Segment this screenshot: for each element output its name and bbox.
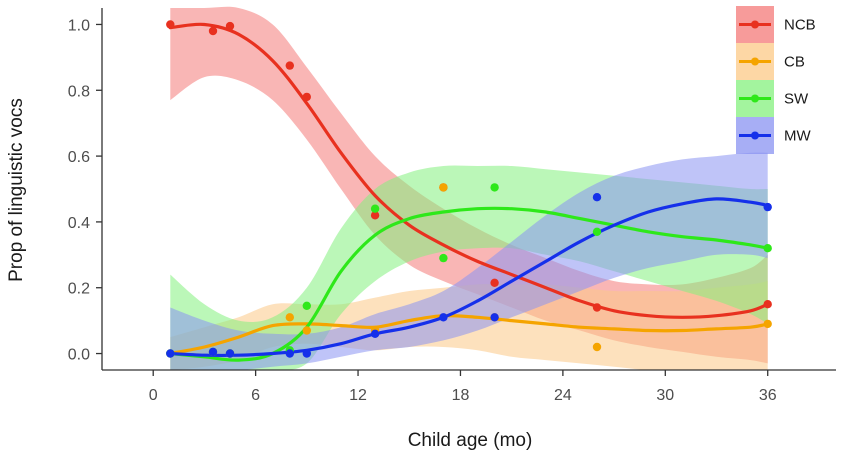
y-tick-label-0: 0.0 [68,347,90,364]
legend-dot-sw [751,94,759,103]
legend-label-sw: SW [784,91,809,108]
x-tick-label-5: 30 [656,387,674,404]
x-tick-label-6: 36 [759,387,777,404]
legend-dot-ncb [751,20,759,29]
curve-ncb [168,22,770,319]
y-tick-label-1: 0.2 [68,281,90,298]
point-sw-4 [302,301,311,310]
x-axis-title: Child age (mo) [408,430,533,451]
point-cb-4 [302,326,311,335]
y-tick-label-2: 0.4 [68,215,90,232]
legend: NCB CB SW MW [736,6,816,154]
point-mw-1 [208,347,218,357]
point-cb-3 [285,313,294,322]
point-mw-5 [370,329,380,338]
curve-cb [168,313,770,356]
point-mw-6 [439,313,448,322]
point-ncb-1 [208,26,218,36]
point-cb-9 [763,319,772,329]
point-mw-7 [490,313,499,322]
point-ncb-0 [166,20,175,29]
point-mw-4 [302,349,311,358]
y-tick-label-4: 0.8 [68,83,90,100]
point-ncb-8 [592,303,602,312]
confidence-bands [170,6,768,371]
data-points [166,20,772,358]
point-sw-7 [490,183,499,192]
legend-label-ncb: NCB [784,17,816,34]
point-ncb-4 [302,92,311,102]
x-tick-label-0: 0 [149,387,158,404]
legend-dot-mw [751,131,759,140]
point-ncb-2 [225,21,235,31]
point-ncb-9 [763,300,772,309]
point-sw-8 [592,227,602,236]
x-tick-label-4: 24 [554,387,572,404]
point-ncb-3 [285,61,294,70]
band-mw [170,152,768,371]
point-mw-2 [225,349,235,358]
point-mw-3 [285,349,294,358]
legend-label-mw: MW [784,128,811,145]
point-ncb-5 [370,211,380,220]
x-tick-label-3: 18 [452,387,470,404]
point-cb-8 [592,342,602,352]
smoothed-curves [168,22,770,362]
point-sw-6 [439,253,448,263]
x-tick-label-1: 6 [251,387,260,404]
point-sw-5 [370,204,380,213]
point-ncb-7 [490,278,499,287]
point-mw-0 [166,349,175,358]
point-cb-6 [439,183,448,192]
legend-label-cb: CB [784,54,805,71]
point-sw-9 [763,244,772,253]
x-tick-label-2: 12 [349,387,367,404]
point-mw-9 [763,202,772,212]
curve-mw [168,197,770,358]
y-tick-label-3: 0.6 [68,149,90,166]
y-axis-title: Prop of linguistic vocs [6,98,27,282]
axes: 0.0 0.2 0.4 0.6 0.8 1.0 0 6 12 18 24 30 36 [68,8,836,404]
legend-dot-cb [751,57,759,66]
band-ncb [170,6,768,364]
point-mw-8 [592,193,602,202]
y-tick-label-5: 1.0 [68,17,90,34]
